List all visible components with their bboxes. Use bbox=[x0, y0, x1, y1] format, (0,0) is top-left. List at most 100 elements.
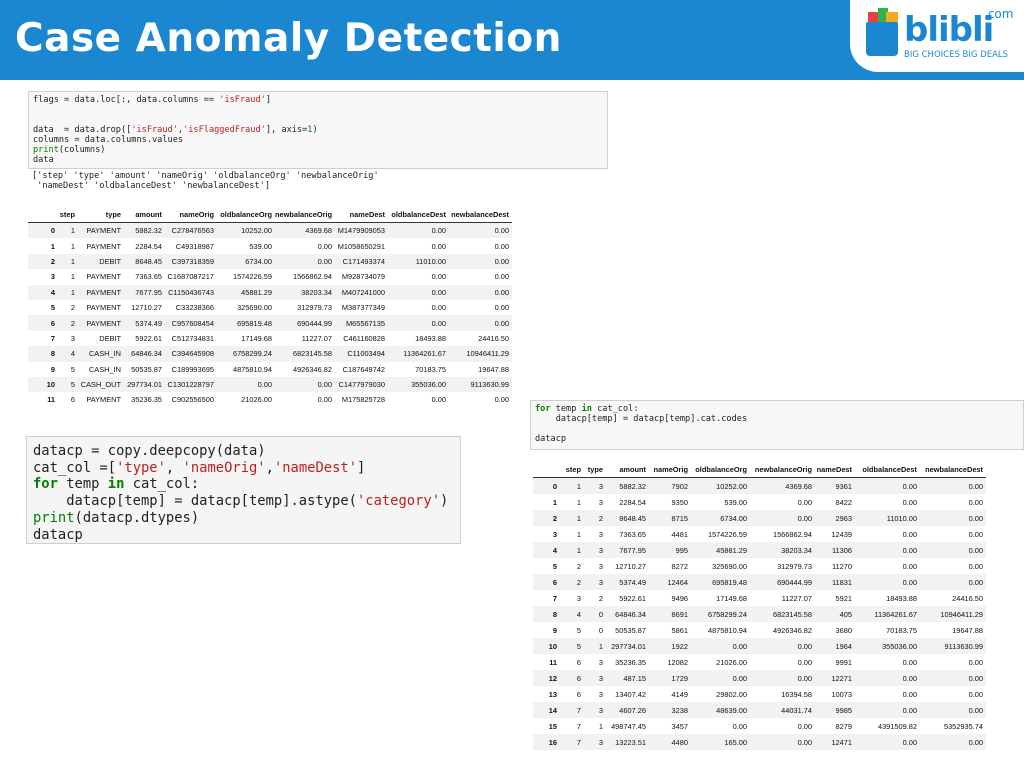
row-index: 0 bbox=[50, 226, 55, 236]
table-cell: 3 bbox=[598, 577, 603, 587]
table-cell: 5921 bbox=[835, 593, 852, 603]
table-cell: 312979.73 bbox=[777, 561, 812, 571]
table-cell: 11270 bbox=[831, 561, 852, 571]
table-cell: 4369.68 bbox=[785, 481, 812, 491]
table-cell: 0.00 bbox=[968, 657, 983, 667]
table-cell: M928734079 bbox=[341, 272, 385, 282]
table-cell: 3 bbox=[598, 545, 603, 555]
logo-suffix: .com bbox=[984, 7, 1014, 21]
table-cell: 45881.29 bbox=[716, 545, 747, 555]
table-cell: PAYMENT bbox=[86, 303, 121, 313]
table-cell: 3 bbox=[598, 529, 603, 539]
table-cell: 1 bbox=[576, 481, 581, 491]
code-cell-drop-columns[interactable]: flags = data.loc[:, data.columns == 'isF… bbox=[28, 91, 608, 169]
table-cell: 11010.00 bbox=[415, 256, 446, 266]
code-token: 'category' bbox=[356, 493, 441, 510]
column-header: amount bbox=[606, 461, 649, 478]
table-cell: 695819.48 bbox=[712, 577, 747, 587]
table-cell: M387377349 bbox=[341, 303, 385, 313]
code-token: , bbox=[177, 125, 184, 135]
table-cell: 4149 bbox=[671, 689, 688, 699]
header-row: step type amount nameOrig oldbalanceOrg newba… bbox=[28, 207, 512, 223]
row-index: 8 bbox=[50, 349, 55, 359]
table-row: 3 1 3 7363.65 4481 1574226.59 1566862.94 12439 0… bbox=[533, 526, 986, 542]
code-line: data = data.drop(['isFraud','isFlaggedFr… bbox=[33, 125, 603, 135]
table-cell: 690444.99 bbox=[777, 577, 812, 587]
table-cell: 5 bbox=[70, 364, 75, 374]
table-cell: 9985 bbox=[835, 705, 852, 715]
table-cell: 1922 bbox=[671, 641, 688, 651]
table-cell: 0.00 bbox=[968, 513, 983, 523]
code-token: data = data.drop([ bbox=[33, 125, 132, 135]
table-cell: DEBIT bbox=[99, 333, 121, 343]
code-token: (datacp.dtypes) bbox=[74, 509, 200, 526]
table-cell: 45881.29 bbox=[241, 287, 272, 297]
table-cell: 0.00 bbox=[494, 395, 509, 405]
table-row: 8 4 0 64846.34 8691 6758299.24 6823145.58 405 11… bbox=[533, 606, 986, 622]
table-cell: 2 bbox=[576, 577, 581, 587]
table-cell: C512734831 bbox=[171, 333, 214, 343]
table-cell: 5374.49 bbox=[619, 577, 646, 587]
code-token: cat_col =[ bbox=[33, 459, 117, 476]
table-cell: 3 bbox=[598, 705, 603, 715]
code-token: ], axis= bbox=[265, 125, 308, 135]
table-cell: 690444.99 bbox=[297, 318, 332, 328]
table-cell: 6758299.24 bbox=[232, 349, 272, 359]
table-cell: CASH_OUT bbox=[80, 380, 121, 390]
table-cell: 0 bbox=[598, 609, 603, 619]
table-cell: 13223.51 bbox=[615, 737, 646, 747]
table-cell: 0.00 bbox=[431, 395, 446, 405]
table-cell: 38203.34 bbox=[781, 545, 812, 555]
table-cell: 0.00 bbox=[317, 256, 332, 266]
code-line: print(datacp.dtypes) bbox=[33, 510, 454, 527]
code-token: datacp = copy.deepcopy(data) bbox=[33, 443, 266, 459]
code-token: ] bbox=[265, 95, 272, 105]
table-cell: 2 bbox=[70, 318, 75, 328]
code-cell-cat-codes[interactable]: for temp in cat_col: datacp[temp] = data… bbox=[530, 400, 1024, 450]
table-cell: 64846.34 bbox=[131, 349, 162, 359]
code-token: (columns) bbox=[58, 145, 106, 155]
row-index: 6 bbox=[552, 577, 557, 587]
code-token: print bbox=[33, 509, 75, 526]
table-cell: 6 bbox=[70, 395, 75, 405]
code-line: datacp bbox=[33, 527, 454, 544]
table-cell: 0.00 bbox=[968, 737, 983, 747]
code-token: flags = data.loc[:, data.columns == bbox=[33, 95, 220, 105]
column-header: type bbox=[584, 461, 606, 478]
table-cell: 10073 bbox=[831, 689, 852, 699]
table-cell: 0.00 bbox=[968, 529, 983, 539]
table-cell: 0.00 bbox=[431, 272, 446, 282]
table-cell: 12710.27 bbox=[615, 561, 646, 571]
table-row: 9 5 0 50535.87 5861 4875810.94 4926346.82 3680 7… bbox=[533, 622, 986, 638]
table-cell: 8422 bbox=[835, 497, 852, 507]
column-header: newbalanceDest bbox=[920, 461, 986, 478]
output-line: ['step' 'type' 'amount' 'nameOrig' 'oldb… bbox=[32, 171, 379, 181]
table-row: 11 6 3 35236.35 12082 21026.00 0.00 9991 0.00 0.0… bbox=[533, 654, 986, 670]
table-row: 0 1 PAYMENT 5882.32 C278476563 10252.00 4369.6… bbox=[28, 222, 512, 239]
row-index: 4 bbox=[552, 545, 557, 555]
smile-icon bbox=[891, 58, 909, 68]
row-index: 5 bbox=[552, 561, 557, 571]
table-cell: 10252.00 bbox=[716, 481, 747, 491]
table-cell: 4607.26 bbox=[619, 705, 646, 715]
code-line: print(columns) bbox=[33, 145, 603, 155]
column-header: oldbalanceDest bbox=[855, 461, 920, 478]
column-header: step bbox=[58, 207, 78, 223]
table-cell: 5861 bbox=[671, 625, 688, 635]
table-cell: 7363.65 bbox=[619, 529, 646, 539]
table-cell: 0.00 bbox=[494, 303, 509, 313]
row-index: 16 bbox=[548, 737, 557, 747]
code-token: ] bbox=[357, 459, 366, 476]
table-cell: 5352935.74 bbox=[943, 721, 983, 731]
table-cell: 29802.00 bbox=[716, 689, 747, 699]
table-cell: 4480 bbox=[671, 737, 688, 747]
row-index: 11 bbox=[549, 657, 557, 667]
row-index: 15 bbox=[548, 721, 557, 731]
dataframe-raw: step type amount nameOrig oldbalanceOrg newba… bbox=[28, 207, 512, 408]
code-token: datacp bbox=[33, 526, 83, 543]
code-token: datacp[temp] = datacp[temp].cat.codes bbox=[535, 414, 748, 424]
logo-tagline: BIG CHOICES BIG DEALS bbox=[904, 50, 1009, 60]
table-row: 5 2 3 12710.27 8272 325690.00 312979.73 11270 0.… bbox=[533, 558, 986, 574]
table-cell: 325690.00 bbox=[237, 303, 272, 313]
code-cell-category-cast[interactable]: datacp = copy.deepcopy(data) cat_col =['t… bbox=[26, 436, 461, 544]
